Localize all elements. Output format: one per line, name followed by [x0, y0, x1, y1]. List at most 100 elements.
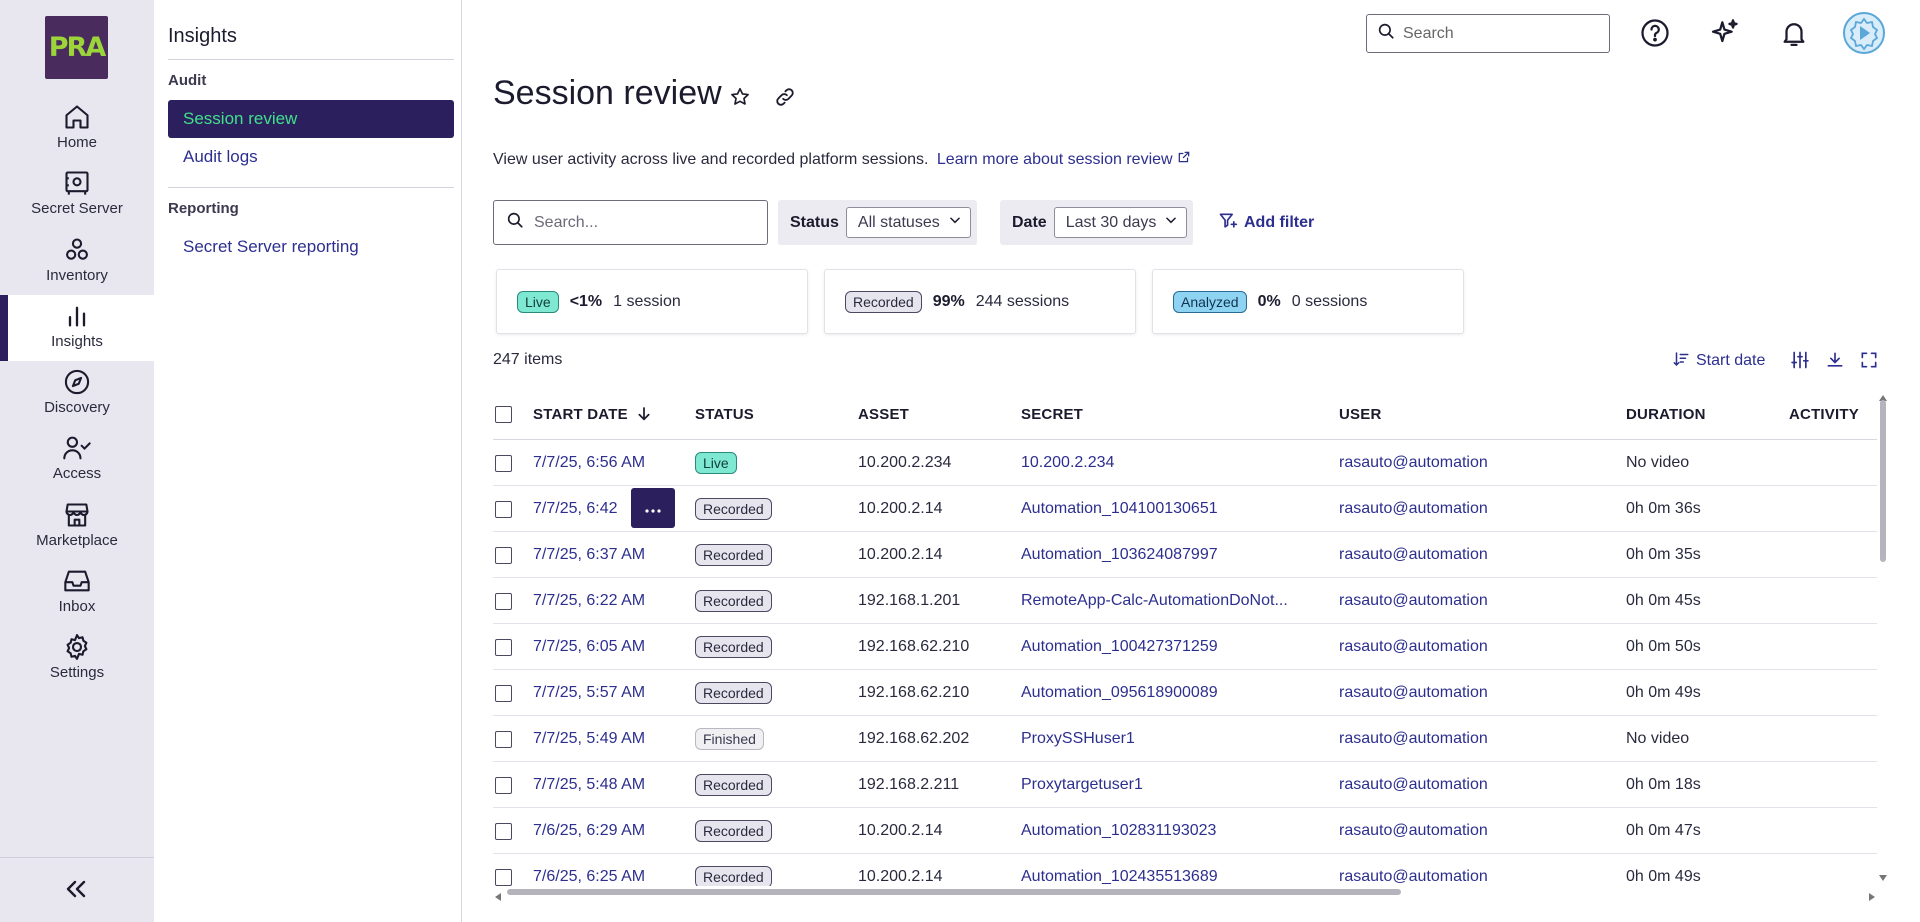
horizontal-scroll-thumb[interactable] — [507, 889, 1401, 895]
start-date-link[interactable]: 7/7/25, 6:22 AM — [533, 592, 646, 609]
col-status[interactable]: STATUS — [695, 405, 754, 423]
notifications-button[interactable] — [1776, 16, 1812, 52]
secret-link[interactable]: ProxySSHuser1 — [1021, 730, 1135, 747]
row-checkbox[interactable] — [495, 546, 512, 564]
user-link[interactable]: rasauto@automation — [1339, 546, 1488, 563]
user-link[interactable]: rasauto@automation — [1339, 638, 1488, 655]
global-search[interactable] — [1366, 14, 1610, 53]
row-checkbox[interactable] — [495, 500, 512, 518]
table-row[interactable]: 7/6/25, 6:25 AM Recorded 10.200.2.14 Automa… — [493, 854, 1877, 886]
start-date-link[interactable]: 7/6/25, 6:29 AM — [533, 822, 646, 839]
add-filter-button[interactable]: Add filter — [1218, 210, 1314, 236]
rail-item-inventory[interactable]: Inventory — [0, 229, 154, 295]
secret-link[interactable]: Automation_095618900089 — [1021, 684, 1218, 701]
stat-card-analyzed[interactable]: Analyzed 0% 0 sessions — [1152, 269, 1464, 334]
start-date-link[interactable]: 7/7/25, 5:49 AM — [533, 730, 646, 747]
date-select[interactable]: Last 30 days — [1053, 207, 1188, 238]
row-checkbox[interactable] — [495, 592, 512, 610]
col-duration[interactable]: DURATION — [1626, 405, 1706, 423]
col-activity[interactable]: ACTIVITY — [1789, 405, 1859, 423]
download-button[interactable] — [1822, 348, 1848, 374]
pra-logo[interactable]: PRA — [45, 16, 108, 79]
fullscreen-button[interactable] — [1856, 348, 1882, 374]
table-row[interactable]: 7/7/25, 5:49 AM Finished 192.168.62.202 Pro… — [493, 716, 1877, 762]
col-secret[interactable]: SECRET — [1021, 405, 1084, 423]
start-date-link[interactable]: 7/7/25, 6:05 AM — [533, 638, 646, 655]
user-link[interactable]: rasauto@automation — [1339, 822, 1488, 839]
select-all-checkbox[interactable] — [495, 405, 512, 423]
duration-cell: 0h 0m 18s — [1626, 776, 1701, 793]
sort-button[interactable]: Start date — [1672, 348, 1765, 374]
global-search-input[interactable] — [1403, 24, 1593, 43]
ai-assistant-button[interactable] — [1707, 16, 1743, 52]
rail-item-inbox[interactable]: Inbox — [0, 560, 154, 626]
vertical-scrollbar[interactable] — [1877, 388, 1889, 886]
row-checkbox[interactable] — [495, 454, 512, 472]
rail-item-insights[interactable]: Insights — [0, 295, 154, 361]
table-row[interactable]: 7/7/25, 5:48 AM Recorded 192.168.2.211 Prox… — [493, 762, 1877, 808]
status-select[interactable]: All statuses — [845, 207, 971, 238]
secret-link[interactable]: Automation_102831193023 — [1021, 822, 1217, 839]
rail-item-secret-server[interactable]: Secret Server — [0, 162, 154, 228]
start-date-link[interactable]: 7/7/25, 6:56 AM — [533, 454, 646, 471]
user-link[interactable]: rasauto@automation — [1339, 454, 1488, 471]
user-link[interactable]: rasauto@automation — [1339, 684, 1488, 701]
row-checkbox[interactable] — [495, 776, 512, 794]
table-row[interactable]: 7/7/25, 5:57 AM Recorded 192.168.62.210 Aut… — [493, 670, 1877, 716]
help-button[interactable] — [1637, 16, 1673, 52]
table-row[interactable]: 7/7/25, 6:42 Recorded 10.200.2.14 Automatio… — [493, 486, 1877, 532]
start-date-link[interactable]: 7/7/25, 5:48 AM — [533, 776, 646, 793]
start-date-link[interactable]: 7/6/25, 6:25 AM — [533, 868, 646, 885]
learn-more-link[interactable]: Learn more about session review — [937, 151, 1191, 168]
secret-link[interactable]: Proxytargetuser1 — [1021, 776, 1143, 793]
user-link[interactable]: rasauto@automation — [1339, 592, 1488, 609]
user-link[interactable]: rasauto@automation — [1339, 868, 1488, 885]
rail-item-access[interactable]: Access — [0, 427, 154, 493]
secret-link[interactable]: Automation_104100130651 — [1021, 500, 1218, 517]
copy-link-button[interactable] — [773, 86, 797, 110]
col-user[interactable]: USER — [1339, 405, 1382, 423]
table-row[interactable]: 7/7/25, 6:22 AM Recorded 192.168.1.201 Remo… — [493, 578, 1877, 624]
session-search-input[interactable] — [534, 213, 754, 232]
secret-link[interactable]: Automation_100427371259 — [1021, 638, 1218, 655]
rail-label: Access — [52, 465, 102, 482]
table-row[interactable]: 7/6/25, 6:29 AM Recorded 10.200.2.14 Automa… — [493, 808, 1877, 854]
subnav-secret-server-reporting[interactable]: Secret Server reporting — [183, 237, 359, 256]
secret-link[interactable]: Automation_102435513689 — [1021, 868, 1218, 885]
row-checkbox[interactable] — [495, 684, 512, 702]
row-checkbox[interactable] — [495, 822, 512, 840]
col-asset[interactable]: ASSET — [858, 405, 910, 423]
start-date-link[interactable]: 7/7/25, 6:37 AM — [533, 546, 646, 563]
rail-item-settings[interactable]: Settings — [0, 626, 154, 692]
row-checkbox[interactable] — [495, 868, 512, 886]
user-link[interactable]: rasauto@automation — [1339, 500, 1488, 517]
user-link[interactable]: rasauto@automation — [1339, 730, 1488, 747]
row-checkbox[interactable] — [495, 638, 512, 656]
start-date-link[interactable]: 7/7/25, 5:57 AM — [533, 684, 646, 701]
stat-card-live[interactable]: Live <1% 1 session — [496, 269, 808, 334]
secret-link[interactable]: 10.200.2.234 — [1021, 454, 1115, 471]
table-row[interactable]: 7/7/25, 6:56 AM Live 10.200.2.234 10.200.2.… — [493, 440, 1877, 486]
secret-link[interactable]: RemoteApp-Calc-AutomationDoNot... — [1021, 592, 1288, 609]
session-search[interactable] — [493, 200, 768, 245]
user-avatar-button[interactable] — [1842, 11, 1886, 56]
subnav-session-review[interactable]: Session review — [168, 100, 454, 138]
subnav-audit-logs[interactable]: Audit logs — [183, 147, 258, 166]
rail-item-home[interactable]: Home — [0, 96, 154, 162]
vertical-scroll-thumb[interactable] — [1880, 400, 1886, 562]
secret-link[interactable]: Automation_103624087997 — [1021, 546, 1218, 563]
rail-item-marketplace[interactable]: Marketplace — [0, 494, 154, 560]
row-actions-button[interactable] — [631, 488, 675, 528]
rail-item-discovery[interactable]: Discovery — [0, 361, 154, 427]
table-row[interactable]: 7/7/25, 6:37 AM Recorded 10.200.2.14 Automa… — [493, 532, 1877, 578]
horizontal-scrollbar[interactable] — [493, 886, 1877, 901]
user-link[interactable]: rasauto@automation — [1339, 776, 1488, 793]
col-start-date[interactable]: START DATE — [533, 388, 652, 440]
start-date-link[interactable]: 7/7/25, 6:42 — [533, 500, 618, 517]
collapse-nav-button[interactable] — [56, 874, 96, 906]
row-checkbox[interactable] — [495, 730, 512, 748]
table-row[interactable]: 7/7/25, 6:05 AM Recorded 192.168.62.210 Aut… — [493, 624, 1877, 670]
stat-card-recorded[interactable]: Recorded 99% 244 sessions — [824, 269, 1136, 334]
column-settings-button[interactable] — [1787, 348, 1813, 374]
favorite-button[interactable] — [728, 86, 752, 110]
